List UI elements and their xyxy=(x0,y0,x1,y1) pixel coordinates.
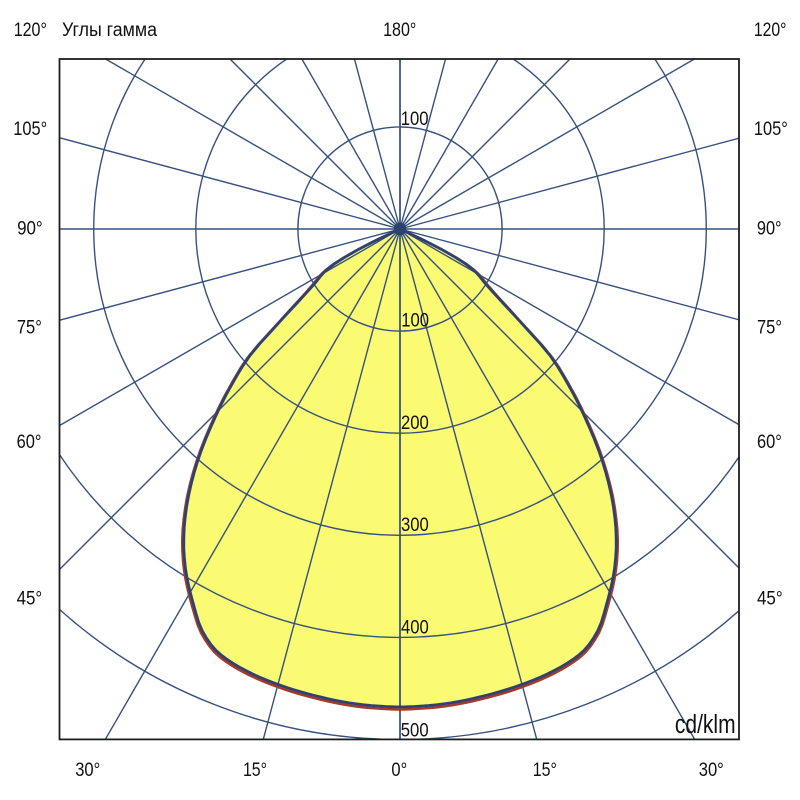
svg-text:100: 100 xyxy=(401,108,429,130)
svg-text:90°: 90° xyxy=(17,219,43,240)
svg-text:45°: 45° xyxy=(757,589,783,610)
svg-text:Углы гамма: Углы гамма xyxy=(62,20,157,41)
svg-text:105°: 105° xyxy=(754,119,788,140)
svg-text:0°: 0° xyxy=(391,760,407,781)
svg-text:300: 300 xyxy=(401,514,429,536)
svg-text:90°: 90° xyxy=(757,218,782,239)
svg-text:60°: 60° xyxy=(17,432,42,453)
svg-text:45°: 45° xyxy=(17,589,43,610)
svg-text:500: 500 xyxy=(401,720,429,742)
svg-text:200: 200 xyxy=(401,412,429,434)
svg-text:30°: 30° xyxy=(75,760,100,781)
svg-text:120°: 120° xyxy=(14,20,47,41)
svg-text:75°: 75° xyxy=(757,318,782,339)
svg-text:100: 100 xyxy=(401,310,429,332)
svg-text:400: 400 xyxy=(401,616,429,638)
svg-text:75°: 75° xyxy=(17,318,42,339)
svg-text:cd/klm: cd/klm xyxy=(675,711,736,739)
svg-text:120°: 120° xyxy=(754,20,787,41)
svg-text:30°: 30° xyxy=(699,760,724,781)
svg-text:105°: 105° xyxy=(13,119,47,140)
svg-text:15°: 15° xyxy=(243,760,267,781)
svg-text:180°: 180° xyxy=(383,20,416,41)
svg-text:15°: 15° xyxy=(533,760,557,781)
svg-text:60°: 60° xyxy=(757,432,782,453)
